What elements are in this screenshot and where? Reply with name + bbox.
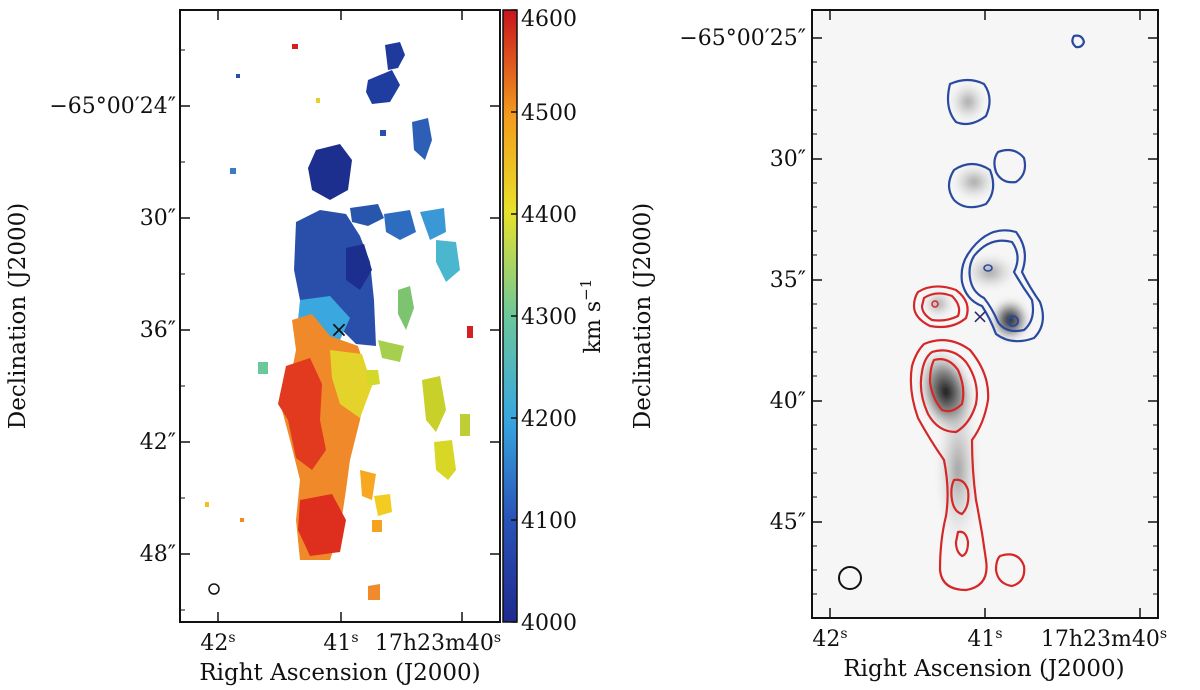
blob (298, 494, 346, 556)
emission-peak (964, 254, 1016, 290)
blob (385, 42, 405, 70)
x-axis-label-left: Right Ascension (J2000) (199, 660, 480, 686)
beam-ellipse-left (208, 583, 220, 595)
contour (931, 300, 939, 308)
blob (460, 414, 470, 436)
blob (316, 98, 320, 103)
contour (954, 530, 970, 558)
blob (292, 44, 298, 49)
colorbar-tick-label: 4100 (521, 509, 577, 534)
y-tick-label: 35″ (770, 268, 806, 293)
y-tick-label: 48″ (140, 542, 176, 567)
blob (236, 74, 240, 78)
contour (909, 339, 990, 592)
contour (968, 239, 1035, 333)
y-tick-label: 36″ (140, 318, 176, 343)
y-tick-label: 40″ (770, 389, 806, 414)
colorbar-tick-label: 4000 (521, 611, 577, 636)
blob (366, 370, 380, 386)
blob (278, 358, 326, 470)
x-axis-label-right: Right Ascension (J2000) (843, 656, 1124, 682)
blob (258, 362, 268, 374)
y-tick-label: 30″ (140, 206, 176, 231)
blob (374, 494, 392, 516)
blob (360, 470, 376, 500)
blob (436, 240, 460, 282)
colorbar-tick-label: 4300 (521, 305, 577, 330)
x-tick-label: 42s (812, 626, 847, 652)
center-marker-right: × (972, 304, 989, 328)
colorbar-tick-label: 4600 (521, 7, 577, 32)
y-axis-label-right: Declination (J2000) (630, 203, 656, 429)
y-axis-label-left: Declination (J2000) (5, 203, 31, 429)
emission-peak (952, 164, 996, 200)
contour (1071, 34, 1086, 49)
colorbar-tick-label: 4500 (521, 101, 577, 126)
colorbar-ticks: 4000 4100 4200 4300 4400 4500 4600 (511, 7, 577, 636)
velocity-blobs (205, 42, 473, 600)
x-tick-label: 41s (967, 626, 1002, 652)
velocity-map-panel: × −65°00′24″ 30″ 36″ 42″ 48″ 42s 41s 17h… (5, 7, 606, 686)
blob (434, 440, 456, 480)
blob (420, 208, 446, 240)
blob (205, 502, 209, 507)
x-tick-label: 17h23m40s (375, 630, 501, 656)
blob (467, 326, 473, 338)
y-tick-label: 30″ (770, 147, 806, 172)
colorbar-label: km s−1 (577, 279, 606, 354)
y-tick-label: −65°00′24″ (49, 94, 176, 119)
blob (384, 210, 416, 240)
blob (412, 118, 432, 160)
blob (330, 350, 372, 418)
blob (308, 144, 352, 200)
blob (368, 584, 380, 600)
contour (947, 162, 995, 209)
blob (366, 70, 400, 104)
y-tick-label: 45″ (770, 510, 806, 535)
blob (422, 376, 446, 432)
blueshifted-contours (946, 34, 1086, 343)
blob (378, 340, 404, 362)
contour (994, 553, 1026, 588)
blob (230, 168, 236, 174)
colorbar-tick-label: 4200 (521, 407, 577, 432)
y-tick-label: −65°00′25″ (679, 26, 806, 51)
contour (912, 285, 969, 329)
blob (372, 520, 382, 532)
ticks-right (812, 10, 1158, 618)
contour (920, 292, 961, 322)
blob (350, 204, 384, 226)
blob (398, 286, 414, 330)
contour (919, 349, 978, 434)
y-tick-label: 42″ (140, 430, 176, 455)
contour (993, 148, 1027, 184)
ticks-left (180, 10, 500, 622)
blob (380, 130, 386, 136)
blob (240, 518, 244, 522)
contour (960, 229, 1045, 343)
x-tick-label: 42s (200, 630, 235, 656)
center-marker-left: × (330, 318, 348, 343)
x-tick-label: 41s (323, 630, 358, 656)
blob (294, 210, 376, 346)
redshifted-contours (909, 285, 1026, 592)
plot-area-right (812, 10, 1158, 618)
beam-ellipse-right (838, 566, 862, 590)
colorbar-tick-label: 4400 (521, 203, 577, 228)
contour (946, 78, 991, 126)
emission-peak (950, 82, 986, 122)
blob (346, 244, 372, 290)
x-tick-label: 17h23m40s (1041, 626, 1167, 652)
frame-left (179, 9, 501, 623)
contour (928, 358, 965, 413)
contour (950, 478, 970, 516)
contour (1007, 315, 1019, 327)
contour (983, 264, 993, 272)
contour-map-panel: × −65°00′25″ 30″ 35″ 40″ 45″ 42s 41s 17h… (630, 9, 1167, 682)
